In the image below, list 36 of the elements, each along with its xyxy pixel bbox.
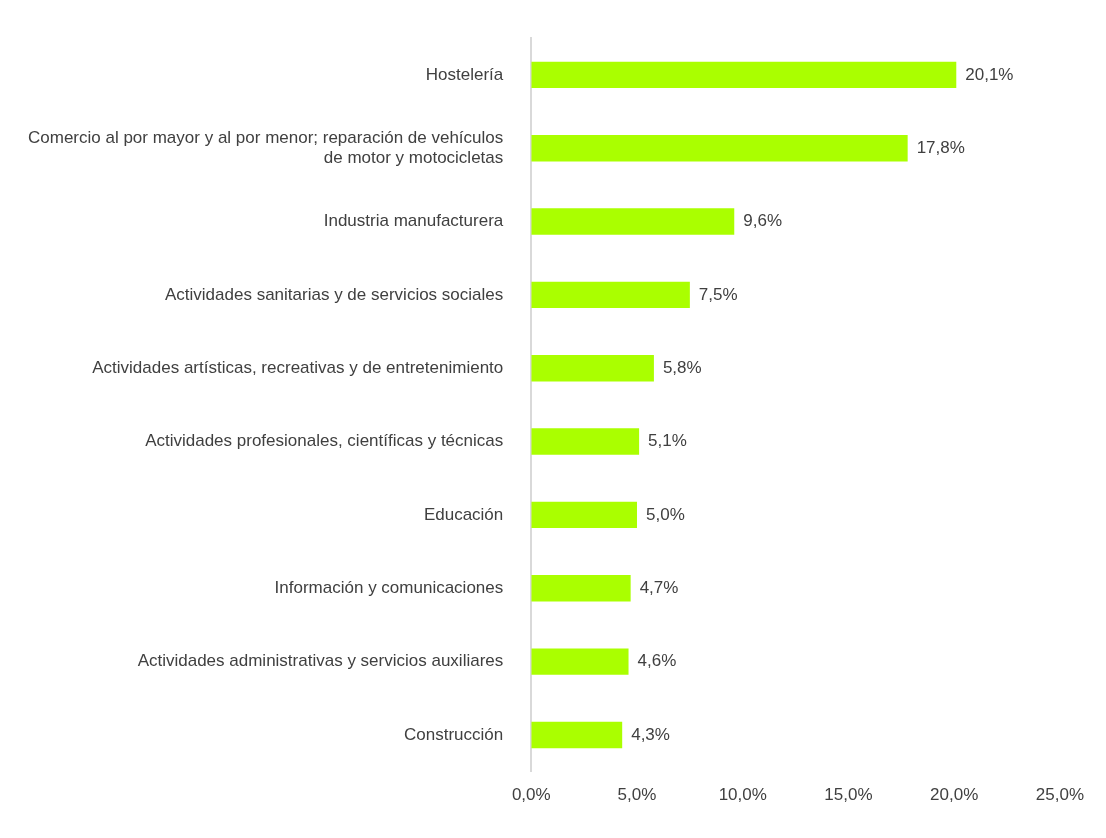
y-tick-label: Actividades profesionales, científicas y técnicas	[145, 431, 504, 451]
x-tick-label: 5,0%	[617, 785, 657, 805]
data-label: 4,7%	[639, 577, 679, 597]
x-tick-label: 20,0%	[930, 785, 979, 805]
bar	[531, 61, 957, 89]
y-tick-label: Educación	[423, 504, 504, 524]
y-tick-label: Comercio al por mayor y al por menor; reparación de vehículos de motor y motocicletas	[27, 127, 504, 168]
bar	[531, 721, 623, 749]
data-label: 4,3%	[631, 724, 670, 744]
x-tick-label: 25,0%	[1035, 785, 1084, 805]
data-label: 9,6%	[743, 211, 783, 231]
data-label: 5,0%	[646, 504, 685, 524]
data-label: 4,6%	[637, 651, 677, 671]
y-tick-label: Construcción	[404, 724, 504, 744]
y-tick-label: Actividades sanitarias y de servicios sociales	[165, 284, 504, 304]
data-label: 7,5%	[698, 284, 738, 304]
y-tick-label: Industria manufacturera	[323, 211, 504, 231]
data-label: 5,1%	[648, 431, 687, 451]
data-label: 17,8%	[916, 137, 965, 157]
bar	[531, 648, 629, 675]
data-label: 20,1%	[965, 64, 1014, 84]
x-tick-label: 10,0%	[718, 785, 767, 805]
bar	[531, 575, 631, 602]
data-label: 5,8%	[662, 357, 702, 377]
y-tick-label: Hostelería	[425, 64, 504, 84]
bar	[531, 501, 637, 529]
y-tick-label: Información y comunicaciones	[274, 577, 504, 597]
x-tick-label: 15,0%	[824, 785, 873, 805]
bar	[531, 355, 654, 382]
bar	[531, 208, 735, 235]
x-tick-label: 0,0%	[511, 785, 551, 805]
bar	[531, 281, 690, 309]
bar	[531, 428, 640, 455]
y-tick-label: Actividades artísticas, recreativas y de entretenimiento	[92, 357, 504, 377]
bar	[531, 135, 908, 162]
y-tick-label: Actividades administrativas y servicios auxiliares	[137, 651, 504, 671]
